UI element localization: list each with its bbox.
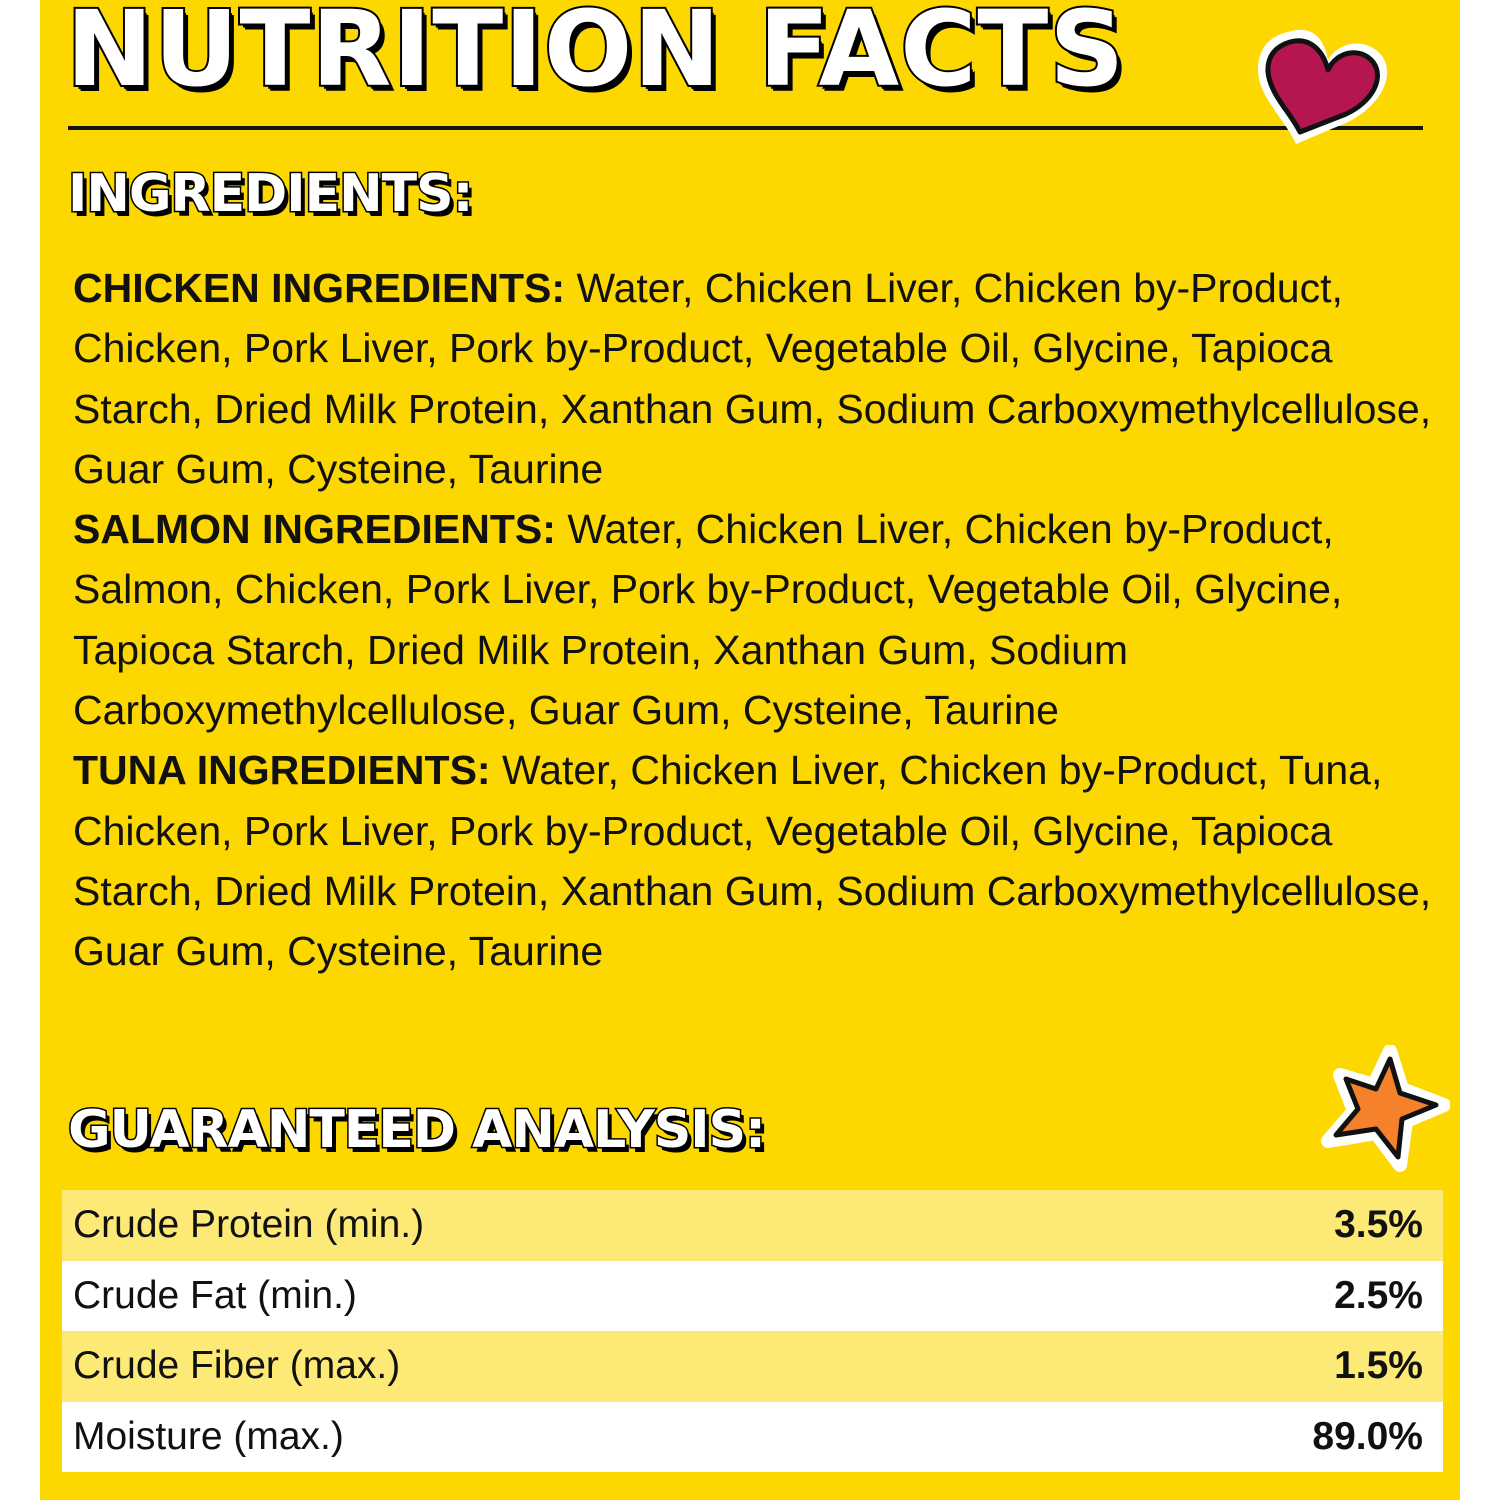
ingredient-label: SALMON INGREDIENTS: xyxy=(73,506,556,553)
nutrient-label: Crude Fiber (max.) xyxy=(73,1344,401,1388)
ingredient-paragraph-salmon: SALMON INGREDIENTS: Water, Chicken Liver… xyxy=(73,499,1458,740)
analysis-table: Crude Protein (min.) 3.5% Crude Fat (min.… xyxy=(62,1190,1443,1472)
page-title: NUTRITION FACTS xyxy=(64,0,1126,112)
nutrient-label: Crude Fat (min.) xyxy=(73,1273,357,1317)
ingredient-paragraph-chicken: CHICKEN INGREDIENTS: Water, Chicken Live… xyxy=(73,258,1458,499)
table-row: Crude Protein (min.) 3.5% xyxy=(62,1190,1443,1261)
nutrient-label: Crude Protein (min.) xyxy=(73,1203,425,1247)
ingredient-text: Water, Chicken Liver, Chicken by-Product… xyxy=(73,265,1432,492)
heart-icon xyxy=(1258,29,1388,144)
nutrient-value: 3.5% xyxy=(1334,1203,1423,1247)
table-row: Crude Fat (min.) 2.5% xyxy=(62,1260,1443,1331)
ingredient-label: CHICKEN INGREDIENTS: xyxy=(73,265,566,311)
nutrient-value: 2.5% xyxy=(1334,1273,1423,1317)
ingredient-label: TUNA INGREDIENTS: xyxy=(73,747,491,794)
ingredient-text: Water, Chicken Liver, Chicken by-Product… xyxy=(73,747,1432,975)
nutrient-value: 89.0% xyxy=(1312,1414,1423,1458)
ingredient-text: Water, Chicken Liver, Chicken by-Product… xyxy=(73,506,1343,734)
nutrient-label: Moisture (max.) xyxy=(73,1414,344,1458)
analysis-heading: GUARANTEED ANALYSIS: xyxy=(67,1099,768,1162)
ingredients-list: CHICKEN INGREDIENTS: Water, Chicken Live… xyxy=(73,258,1458,982)
table-row: Crude Fiber (max.) 1.5% xyxy=(62,1331,1443,1402)
ingredient-paragraph-tuna: TUNA INGREDIENTS: Water, Chicken Liver, … xyxy=(73,740,1458,981)
nutrient-value: 1.5% xyxy=(1334,1344,1423,1388)
table-row: Moisture (max.) 89.0% xyxy=(62,1401,1443,1472)
title-divider xyxy=(68,126,1423,130)
ingredients-heading: INGREDIENTS: xyxy=(66,163,474,226)
star-icon xyxy=(1321,1045,1450,1172)
